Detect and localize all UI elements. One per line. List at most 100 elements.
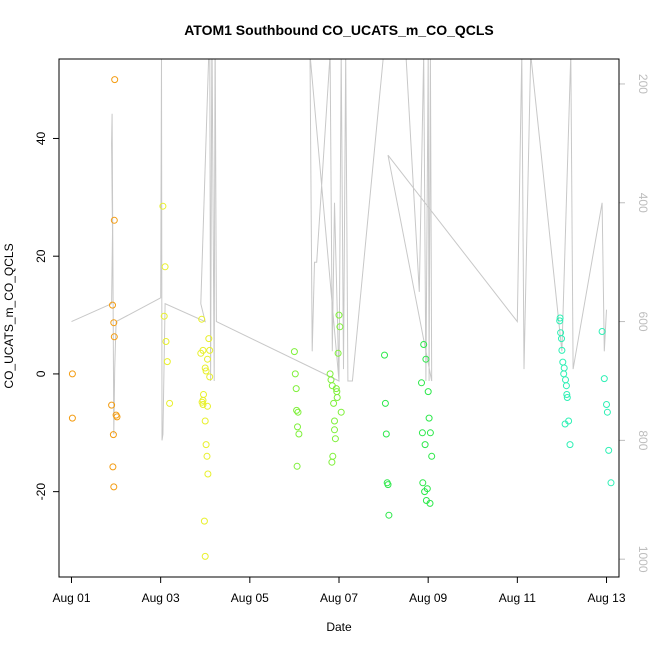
x-tick-label: Aug 07 (320, 591, 358, 605)
data-point (294, 408, 302, 416)
data-point (603, 408, 611, 416)
data-point (159, 202, 167, 210)
data-point (199, 396, 207, 404)
data-point (68, 414, 76, 422)
data-point (201, 417, 209, 425)
y-tick-label: -20 (34, 483, 48, 501)
data-point (422, 355, 430, 363)
data-point (199, 346, 207, 354)
data-point (109, 301, 116, 309)
data-point (384, 481, 392, 489)
plot-frame (58, 58, 620, 578)
data-point (290, 348, 298, 356)
pressure-trace-line (71, 59, 607, 441)
y-tick-label: 40 (34, 131, 48, 145)
data-point (200, 391, 207, 398)
data-point (291, 370, 299, 378)
data-point (203, 452, 211, 460)
data-point (562, 382, 570, 390)
data-point (382, 430, 390, 438)
y2-tick-label: 600 (636, 312, 650, 332)
data-point (426, 499, 434, 507)
data-point (109, 463, 117, 471)
data-point (561, 420, 569, 428)
x-tick-label: Aug 03 (142, 591, 180, 605)
data-point (607, 479, 615, 487)
chart-title: ATOM1 Southbound CO_UCATS_m_CO_QCLS (184, 22, 494, 38)
data-point (605, 446, 613, 454)
data-point (199, 401, 207, 408)
x-tick-label: Aug 11 (499, 591, 536, 605)
data-point (560, 370, 568, 378)
data-point (295, 430, 303, 438)
x-tick-label: Aug 13 (587, 591, 625, 605)
y2-tick-label: 800 (636, 430, 650, 450)
data-point (330, 399, 338, 407)
data-point (160, 312, 168, 320)
data-point (202, 441, 210, 449)
data-point (68, 370, 76, 378)
data-point (204, 355, 211, 363)
data-point (201, 364, 209, 372)
data-point (562, 376, 569, 384)
data-point (418, 429, 426, 437)
data-point (334, 349, 342, 357)
data-point (563, 391, 571, 398)
data-point (559, 358, 567, 366)
data-point (423, 485, 431, 493)
data-point (336, 323, 344, 331)
data-point (428, 452, 436, 460)
data-point (110, 216, 118, 224)
data-point (420, 341, 428, 348)
y2-tick-label: 400 (636, 193, 650, 213)
data-point (337, 408, 345, 416)
data-point (419, 479, 427, 487)
data-point (600, 375, 608, 383)
y-tick-label: 20 (34, 249, 48, 263)
y2-tick-label: 1000 (636, 546, 650, 573)
data-point (110, 333, 118, 341)
data-point (603, 401, 610, 408)
data-point (198, 315, 206, 323)
data-point (204, 402, 211, 410)
x-axis-label: Date (326, 620, 352, 634)
data-point (110, 483, 118, 491)
y-tick-label: 0 (34, 370, 48, 377)
data-point (331, 435, 339, 443)
data-point (200, 517, 208, 525)
x-tick-label: Aug 09 (409, 591, 447, 605)
data-point (424, 388, 432, 396)
data-point (293, 406, 301, 414)
data-point (161, 263, 169, 271)
data-point (556, 317, 564, 325)
data-point (206, 346, 214, 354)
data-points-layer (68, 76, 615, 560)
data-point (205, 335, 213, 343)
data-point (201, 552, 209, 560)
data-point (294, 423, 301, 431)
data-point (556, 314, 564, 322)
data-point (327, 376, 335, 384)
data-point (598, 328, 606, 335)
x-tick-label: Aug 01 (52, 591, 90, 605)
data-point (558, 335, 565, 343)
y-axis-label: CO_UCATS_m_CO_QCLS (2, 243, 16, 388)
data-point (566, 441, 574, 449)
data-point (332, 385, 340, 393)
data-point (108, 401, 116, 409)
data-point (326, 370, 334, 378)
data-point (560, 364, 568, 372)
data-point (166, 399, 174, 407)
data-point (109, 431, 117, 439)
data-point (421, 441, 429, 449)
data-point (558, 346, 566, 354)
data-point (111, 76, 119, 84)
pressure-trace-layer (71, 59, 607, 441)
data-point (163, 358, 171, 366)
data-point (206, 373, 214, 381)
x-tick-label: Aug 05 (231, 591, 269, 605)
data-point (563, 394, 571, 401)
data-point (110, 319, 118, 327)
data-point (113, 413, 121, 421)
